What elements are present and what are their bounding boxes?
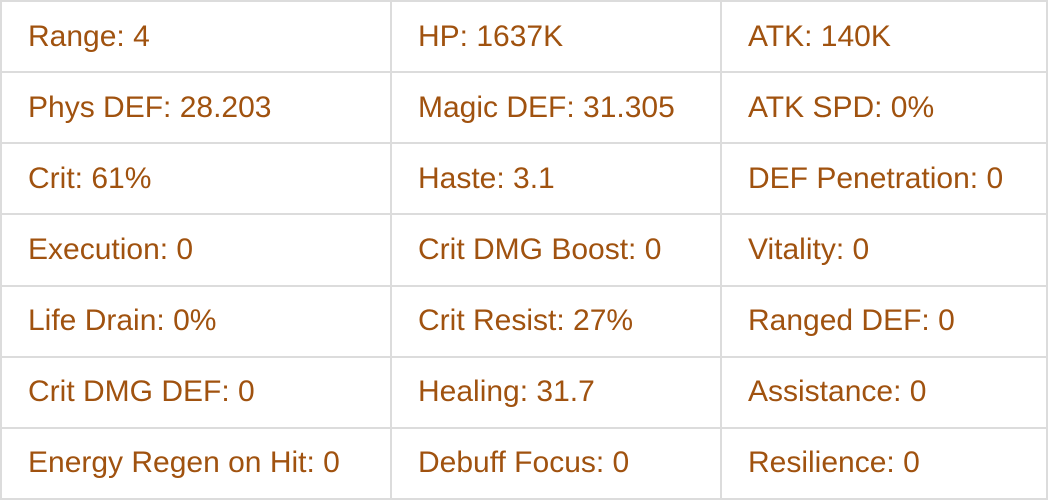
stat-cell: Execution: 0 [0, 213, 392, 287]
stats-row: Range: 4 HP: 1637K ATK: 140K [0, 0, 1048, 74]
stat-cell: Energy Regen on Hit: 0 [0, 426, 392, 500]
stat-cell: ATK SPD: 0% [720, 71, 1048, 145]
stat-cell: Ranged DEF: 0 [720, 284, 1048, 358]
stats-row: Phys DEF: 28.203 Magic DEF: 31.305 ATK SPD… [0, 71, 1048, 145]
stat-cell: Haste: 3.1 [390, 142, 722, 216]
stats-row: Execution: 0 Crit DMG Boost: 0 Vitality: 0 [0, 213, 1048, 287]
stats-row: Energy Regen on Hit: 0 Debuff Focus: 0 Res… [0, 426, 1048, 500]
stat-cell: Crit DMG Boost: 0 [390, 213, 722, 287]
stat-cell: HP: 1637K [390, 0, 722, 74]
stat-cell: Assistance: 0 [720, 355, 1048, 429]
stat-cell: Life Drain: 0% [0, 284, 392, 358]
stat-cell: Crit: 61% [0, 142, 392, 216]
stat-cell: DEF Penetration: 0 [720, 142, 1048, 216]
stat-cell: Healing: 31.7 [390, 355, 722, 429]
stat-cell: Phys DEF: 28.203 [0, 71, 392, 145]
stat-cell: Debuff Focus: 0 [390, 426, 722, 500]
stats-row: Crit DMG DEF: 0 Healing: 31.7 Assistance: … [0, 355, 1048, 429]
stat-cell: Crit DMG DEF: 0 [0, 355, 392, 429]
stats-row: Life Drain: 0% Crit Resist: 27% Ranged DEF… [0, 284, 1048, 358]
stat-cell: Resilience: 0 [720, 426, 1048, 500]
stat-cell: Magic DEF: 31.305 [390, 71, 722, 145]
stat-cell: Range: 4 [0, 0, 392, 74]
stat-cell: Vitality: 0 [720, 213, 1048, 287]
stat-cell: ATK: 140K [720, 0, 1048, 74]
stat-cell: Crit Resist: 27% [390, 284, 722, 358]
stats-row: Crit: 61% Haste: 3.1 DEF Penetration: 0 [0, 142, 1048, 216]
